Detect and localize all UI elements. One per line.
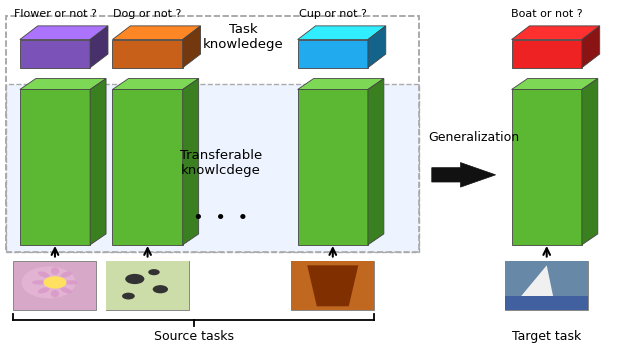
Polygon shape: [90, 79, 106, 245]
Circle shape: [125, 274, 145, 284]
Ellipse shape: [22, 266, 76, 298]
Text: Task
knowledege: Task knowledege: [203, 22, 284, 51]
Polygon shape: [113, 26, 200, 39]
Polygon shape: [511, 79, 598, 90]
Polygon shape: [582, 26, 600, 68]
Circle shape: [44, 276, 67, 289]
FancyBboxPatch shape: [505, 261, 588, 310]
FancyBboxPatch shape: [291, 261, 374, 310]
Circle shape: [148, 269, 160, 275]
Polygon shape: [298, 39, 368, 68]
Polygon shape: [511, 26, 600, 39]
Text: Cup or not ?: Cup or not ?: [299, 9, 367, 19]
Polygon shape: [582, 79, 598, 245]
Text: Transferable
knowlcdege: Transferable knowlcdege: [180, 149, 262, 177]
FancyBboxPatch shape: [106, 261, 189, 310]
Text: Target task: Target task: [512, 329, 581, 343]
Polygon shape: [307, 265, 358, 306]
Polygon shape: [20, 39, 90, 68]
Ellipse shape: [51, 267, 59, 275]
Ellipse shape: [61, 287, 72, 293]
Ellipse shape: [38, 271, 49, 277]
FancyBboxPatch shape: [291, 261, 374, 310]
Polygon shape: [298, 26, 386, 39]
Text: •  •  •: • • •: [193, 209, 249, 227]
FancyBboxPatch shape: [106, 261, 189, 310]
FancyBboxPatch shape: [505, 295, 588, 310]
Polygon shape: [113, 90, 182, 245]
Polygon shape: [113, 39, 182, 68]
Text: Boat or not ?: Boat or not ?: [511, 9, 582, 19]
Polygon shape: [298, 90, 368, 245]
Polygon shape: [511, 39, 582, 68]
Polygon shape: [20, 79, 106, 90]
Polygon shape: [20, 26, 108, 39]
Polygon shape: [90, 26, 108, 68]
Polygon shape: [432, 163, 495, 187]
Polygon shape: [511, 90, 582, 245]
FancyBboxPatch shape: [6, 84, 419, 252]
Polygon shape: [20, 90, 90, 245]
Circle shape: [153, 285, 168, 293]
Polygon shape: [182, 26, 200, 68]
Ellipse shape: [61, 271, 72, 277]
Text: Dog or not ?: Dog or not ?: [113, 9, 182, 19]
Circle shape: [122, 293, 135, 300]
Ellipse shape: [38, 287, 49, 293]
Polygon shape: [298, 79, 384, 90]
FancyBboxPatch shape: [13, 261, 97, 310]
Polygon shape: [368, 26, 386, 68]
Text: Generalization: Generalization: [429, 131, 520, 144]
Polygon shape: [521, 265, 553, 296]
FancyBboxPatch shape: [505, 261, 588, 310]
Polygon shape: [368, 79, 384, 245]
Ellipse shape: [64, 280, 78, 285]
Text: Flower or not ?: Flower or not ?: [13, 9, 97, 19]
Ellipse shape: [32, 280, 46, 285]
Polygon shape: [182, 79, 198, 245]
Text: Source tasks: Source tasks: [154, 329, 234, 343]
Polygon shape: [113, 79, 198, 90]
Ellipse shape: [51, 290, 59, 298]
